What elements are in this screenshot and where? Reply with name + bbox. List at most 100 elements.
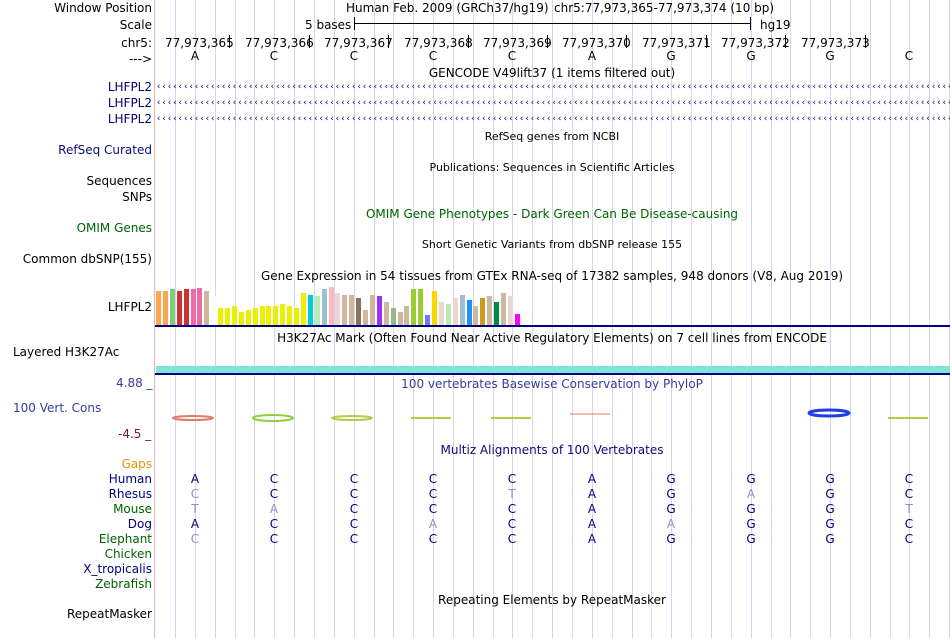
species-label[interactable]: Chicken — [104, 547, 152, 561]
gtex-tissue-bar[interactable] — [184, 289, 189, 325]
coordinate-tick-label: 77,973,370 — [562, 36, 631, 50]
alignment-base: C — [269, 472, 279, 486]
gridline — [711, 0, 712, 638]
gtex-tissue-bar[interactable] — [501, 293, 506, 325]
gtex-tissue-bar[interactable] — [439, 302, 444, 325]
gtex-tissue-bar[interactable] — [260, 306, 265, 325]
gtex-tissue-bar[interactable] — [335, 293, 340, 325]
gtex-tissue-bar[interactable] — [280, 304, 285, 325]
alignment-base: C — [428, 502, 438, 516]
gtex-tissue-bar[interactable] — [377, 296, 382, 325]
gtex-tissue-bar[interactable] — [191, 289, 196, 325]
dbsnp-track-label[interactable]: Common dbSNP(155) — [22, 252, 152, 266]
gtex-tissue-bar[interactable] — [473, 306, 478, 325]
gtex-tissue-bar[interactable] — [356, 298, 361, 325]
gtex-tissue-bar[interactable] — [487, 296, 492, 325]
coordinate-tick-label: 77,973,372 — [721, 36, 790, 50]
gencode-item-label-3[interactable]: LHFPL2 — [107, 112, 152, 126]
phylop-mark-3 — [331, 415, 373, 421]
gtex-tissue-bar[interactable] — [163, 291, 168, 325]
gtex-tissue-bar[interactable] — [494, 302, 499, 325]
gtex-tissue-bar[interactable] — [384, 302, 389, 325]
gtex-tissue-bar[interactable] — [315, 296, 320, 325]
gtex-tissue-bar[interactable] — [308, 295, 313, 325]
gtex-tissue-bar[interactable] — [170, 289, 175, 325]
gtex-tissue-bar[interactable] — [239, 312, 244, 325]
sequences-track-label[interactable]: Sequences — [86, 174, 152, 188]
omim-track-label[interactable]: OMIM Genes — [76, 221, 152, 235]
gtex-tissue-bar[interactable] — [349, 295, 354, 325]
gencode-transcript-1[interactable]: ‹‹‹‹‹‹‹‹‹‹‹‹‹‹‹‹‹‹‹‹‹‹‹‹‹‹‹‹‹‹‹‹‹‹‹‹‹‹‹‹… — [156, 83, 950, 92]
gaps-track-label[interactable]: Gaps — [121, 457, 152, 471]
gtex-tissue-bar[interactable] — [370, 295, 375, 325]
gtex-tissue-bar[interactable] — [398, 312, 403, 325]
gtex-tissue-bar[interactable] — [363, 310, 368, 325]
h3k27ac-track-label[interactable]: Layered H3K27Ac — [13, 345, 120, 359]
gtex-tissue-bar[interactable] — [204, 291, 209, 325]
species-label[interactable]: Rhesus — [108, 487, 152, 501]
alignment-base: C — [507, 472, 517, 486]
gtex-tissue-bar[interactable] — [287, 306, 292, 325]
gtex-tissue-bar[interactable] — [467, 300, 472, 325]
gtex-tissue-bar[interactable] — [411, 289, 416, 325]
gtex-tissue-bar[interactable] — [418, 289, 423, 325]
gencode-item-label-2[interactable]: LHFPL2 — [107, 96, 152, 110]
phylop-track-label[interactable]: 100 Vert. Cons — [13, 401, 102, 415]
phylop-mark-2 — [252, 414, 294, 422]
alignment-base: C — [904, 487, 914, 501]
gtex-tissue-bar[interactable] — [301, 293, 306, 325]
species-label[interactable]: Zebrafish — [95, 577, 152, 591]
species-label[interactable]: Mouse — [113, 502, 152, 516]
gtex-tissue-bar[interactable] — [480, 298, 485, 325]
gtex-tissue-bar[interactable] — [515, 314, 520, 325]
species-label[interactable]: Human — [108, 472, 152, 486]
gtex-tissue-bar[interactable] — [294, 308, 299, 325]
gtex-tissue-bar[interactable] — [391, 308, 396, 325]
gtex-tissue-bar[interactable] — [508, 296, 513, 325]
species-label[interactable]: Elephant — [98, 532, 152, 546]
gtex-tissue-bar[interactable] — [211, 296, 216, 325]
gtex-tissue-bar[interactable] — [329, 287, 334, 325]
refseq-track-title: RefSeq genes from NCBI — [484, 130, 620, 143]
gtex-tissue-bar[interactable] — [197, 288, 202, 325]
gtex-tissue-bar[interactable] — [404, 306, 409, 325]
gtex-tissue-bar[interactable] — [522, 315, 527, 325]
gtex-tissue-bar[interactable] — [177, 291, 182, 325]
alignment-base: C — [507, 517, 517, 531]
gridline — [790, 0, 791, 638]
gencode-item-label-1[interactable]: LHFPL2 — [107, 80, 152, 94]
refseq-track-label[interactable]: RefSeq Curated — [58, 143, 152, 157]
gtex-tissue-bar[interactable] — [342, 295, 347, 325]
gtex-tissue-bar[interactable] — [273, 306, 278, 325]
species-label[interactable]: Dog — [127, 517, 152, 531]
gtex-tissue-bar[interactable] — [266, 306, 271, 325]
coordinate-tick-label: 77,973,369 — [483, 36, 552, 50]
gtex-tissue-bar[interactable] — [225, 308, 230, 325]
gridline — [671, 0, 672, 638]
gtex-tissue-bar[interactable] — [156, 291, 161, 325]
snps-track-label[interactable]: SNPs — [122, 190, 152, 204]
gtex-tissue-bar[interactable] — [425, 315, 430, 325]
gencode-transcript-3[interactable]: ‹‹‹‹‹‹‹‹‹‹‹‹‹‹‹‹‹‹‹‹‹‹‹‹‹‹‹‹‹‹‹‹‹‹‹‹‹‹‹‹… — [156, 115, 950, 124]
gtex-tissue-bar[interactable] — [453, 298, 458, 325]
gtex-tissue-bar[interactable] — [432, 291, 437, 325]
coordinate-tick — [785, 35, 786, 48]
h3k27ac-track-title: H3K27Ac Mark (Often Found Near Active Re… — [277, 331, 827, 345]
phylop-signal[interactable] — [155, 405, 950, 430]
gtex-tissue-bar[interactable] — [322, 289, 327, 325]
gtex-tissue-bar[interactable] — [446, 304, 451, 325]
alignment-base: C — [428, 487, 438, 501]
alignment-base: C — [349, 532, 359, 546]
gtex-track-label[interactable]: LHFPL2 — [107, 300, 152, 314]
h3k27ac-signal[interactable] — [156, 366, 950, 373]
repeatmasker-track-label[interactable]: RepeatMasker — [66, 607, 152, 621]
alignment-base: G — [825, 517, 835, 531]
reference-base: G — [746, 49, 756, 63]
species-label[interactable]: X_tropicalis — [83, 562, 152, 576]
gtex-tissue-bar[interactable] — [460, 295, 465, 325]
gtex-tissue-bar[interactable] — [253, 308, 258, 325]
gencode-transcript-2[interactable]: ‹‹‹‹‹‹‹‹‹‹‹‹‹‹‹‹‹‹‹‹‹‹‹‹‹‹‹‹‹‹‹‹‹‹‹‹‹‹‹‹… — [156, 99, 950, 108]
gtex-tissue-bar[interactable] — [232, 306, 237, 325]
gtex-tissue-bar[interactable] — [246, 310, 251, 325]
gtex-tissue-bar[interactable] — [218, 308, 223, 325]
